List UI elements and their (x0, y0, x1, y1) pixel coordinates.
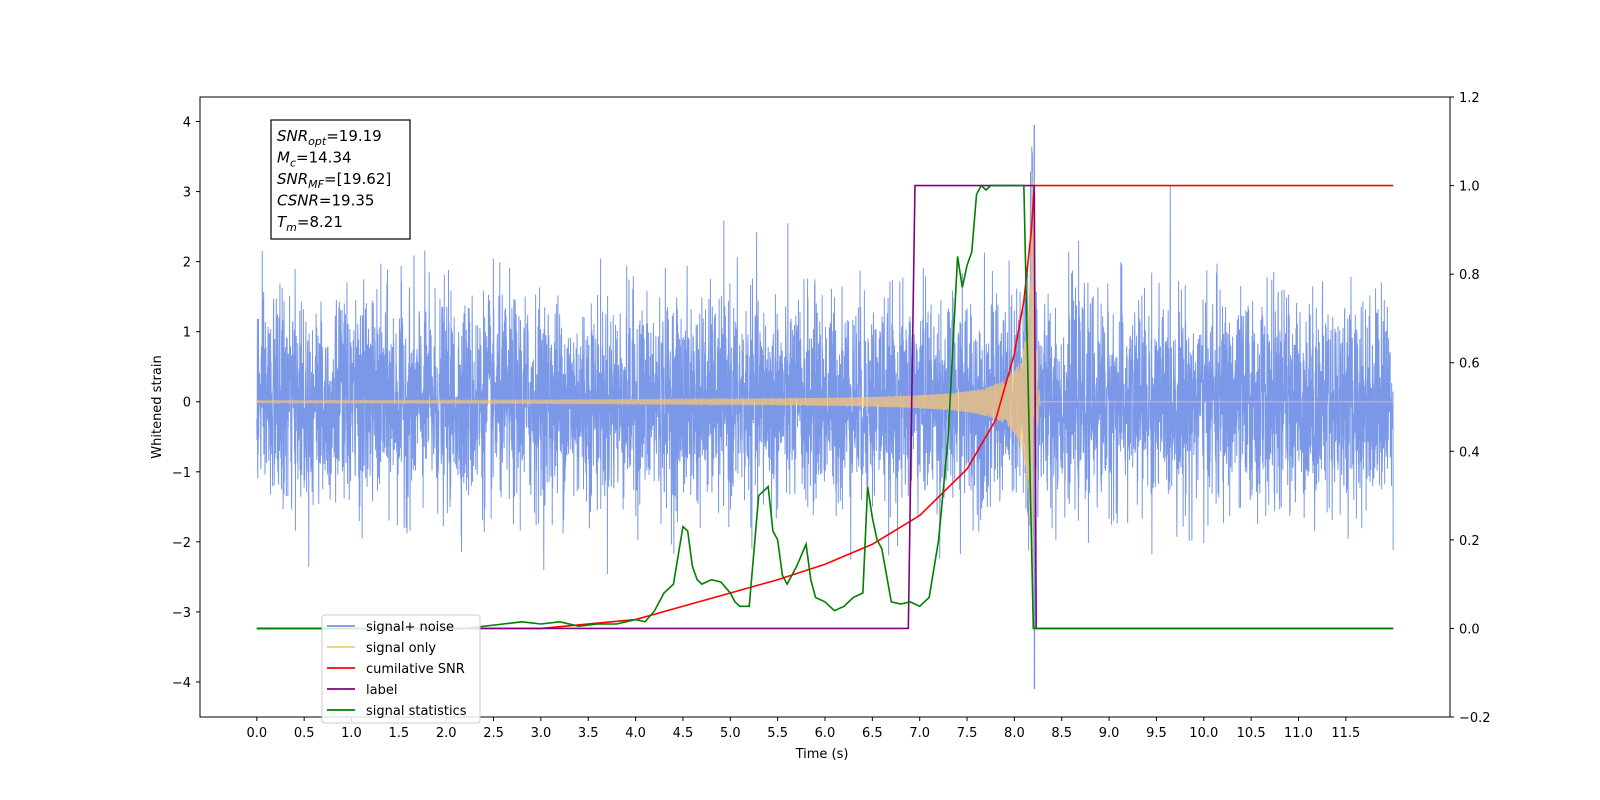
legend-label: signal only (366, 641, 436, 656)
annotation-symbol: T (277, 213, 288, 231)
x-tick-label: 0.0 (246, 726, 267, 741)
annotation-value: =8.21 (297, 213, 343, 231)
y-axis-left: 4 3 2 1 0 −1 −2 −3 −4 (172, 116, 200, 691)
y-axis-title: Whitened strain (150, 355, 165, 458)
y-tick-label: 0 (183, 396, 191, 411)
x-tick-label: 8.5 (1051, 726, 1072, 741)
x-tick-label: 11.0 (1284, 726, 1313, 741)
annotation-frame (270, 119, 411, 240)
x-tick-label: 10.5 (1237, 726, 1266, 741)
annotation-line: Tm=8.21 (277, 213, 343, 234)
series-signal-statistics (256, 184, 1394, 630)
annotation-symbol: M (277, 149, 290, 167)
x-tick-label: 9.5 (1146, 726, 1167, 741)
x-tick-label: 7.5 (957, 726, 978, 741)
x-tick-label: 3.0 (531, 726, 552, 741)
annotation-line: SNRMF=[19.62] (277, 170, 391, 191)
x-tick-label: 7.0 (909, 726, 930, 741)
x-tick-label: 6.0 (815, 726, 836, 741)
y-right-tick-label: 1.0 (1459, 180, 1480, 195)
x-tick-label: 9.0 (1099, 726, 1120, 741)
annotation-line: CSNR=19.35 (277, 192, 374, 210)
annotation-value: =19.35 (319, 192, 375, 210)
series-layer (256, 125, 1394, 689)
stats-annotation: SNRopt=19.19Mc=14.34SNRMF=[19.62]CSNR=19… (270, 119, 411, 240)
annotation-subscript: c (290, 157, 296, 170)
plot-area (256, 125, 1394, 689)
annotation-line: SNRopt=19.19 (277, 127, 382, 148)
y-right-tick-label: 0.4 (1459, 445, 1480, 460)
legend: signal+ noise signal only cumilative SNR la… (321, 614, 481, 724)
x-tick-label: 4.0 (625, 726, 646, 741)
y-tick-label: 3 (183, 186, 191, 201)
x-tick-label: 0.5 (294, 726, 315, 741)
y-tick-label: −3 (172, 606, 191, 621)
annotation-line: Mc=14.34 (277, 149, 352, 170)
x-tick-label: 10.0 (1189, 726, 1218, 741)
y-tick-label: 1 (183, 326, 191, 341)
legend-label: label (366, 683, 397, 698)
x-axis: 0.0 0.5 1.0 1.5 2.0 2.5 3.0 3.5 4.0 4.5 5.0 5.5 6.0 6… (246, 717, 1360, 741)
x-tick-label: 11.5 (1331, 726, 1360, 741)
x-axis-title: Time (s) (795, 747, 849, 762)
annotation-subscript: opt (308, 135, 327, 148)
x-tick-label: 5.5 (767, 726, 788, 741)
y-right-tick-label: 0.0 (1459, 622, 1480, 637)
legend-frame (321, 614, 481, 724)
annotation-subscript: MF (308, 178, 324, 191)
y-right-tick-label: −0.2 (1459, 711, 1491, 726)
y-right-tick-label: 0.6 (1459, 357, 1480, 372)
annotation-value: =14.34 (296, 149, 352, 167)
x-tick-label: 2.5 (483, 726, 504, 741)
y-tick-label: −2 (172, 536, 191, 551)
y-tick-label: −4 (172, 676, 191, 691)
series-signal-only (256, 171, 1394, 590)
x-tick-label: 1.0 (341, 726, 362, 741)
y-tick-label: 4 (183, 116, 191, 131)
x-tick-label: 1.5 (389, 726, 410, 741)
y-axis-right: 1.2 1.0 0.8 0.6 0.4 0.2 0.0 −0.2 (1450, 91, 1491, 726)
series-signal-noise (256, 125, 1394, 689)
x-tick-label: 3.5 (578, 726, 599, 741)
annotation-value: =[19.62] (324, 170, 391, 188)
x-tick-label: 5.0 (720, 726, 741, 741)
y-right-tick-label: 0.8 (1459, 268, 1480, 283)
y-right-tick-label: 1.2 (1459, 91, 1480, 106)
series-cumulative-snr (256, 184, 1394, 630)
x-tick-label: 4.5 (673, 726, 694, 741)
x-tick-label: 2.0 (436, 726, 457, 741)
annotation-subscript: m (286, 221, 297, 234)
annotation-symbol: CSNR (277, 192, 319, 210)
legend-label: signal statistics (366, 704, 467, 719)
legend-label: cumilative SNR (366, 662, 465, 677)
y-tick-label: 2 (183, 256, 191, 271)
annotation-symbol: SNR (277, 127, 308, 145)
legend-label: signal+ noise (366, 620, 454, 635)
y-tick-label: −1 (172, 466, 191, 481)
x-tick-label: 8.0 (1004, 726, 1025, 741)
annotation-symbol: SNR (277, 170, 308, 188)
x-tick-label: 6.5 (862, 726, 883, 741)
y-right-tick-label: 0.2 (1459, 534, 1480, 549)
annotation-value: =19.19 (326, 127, 382, 145)
